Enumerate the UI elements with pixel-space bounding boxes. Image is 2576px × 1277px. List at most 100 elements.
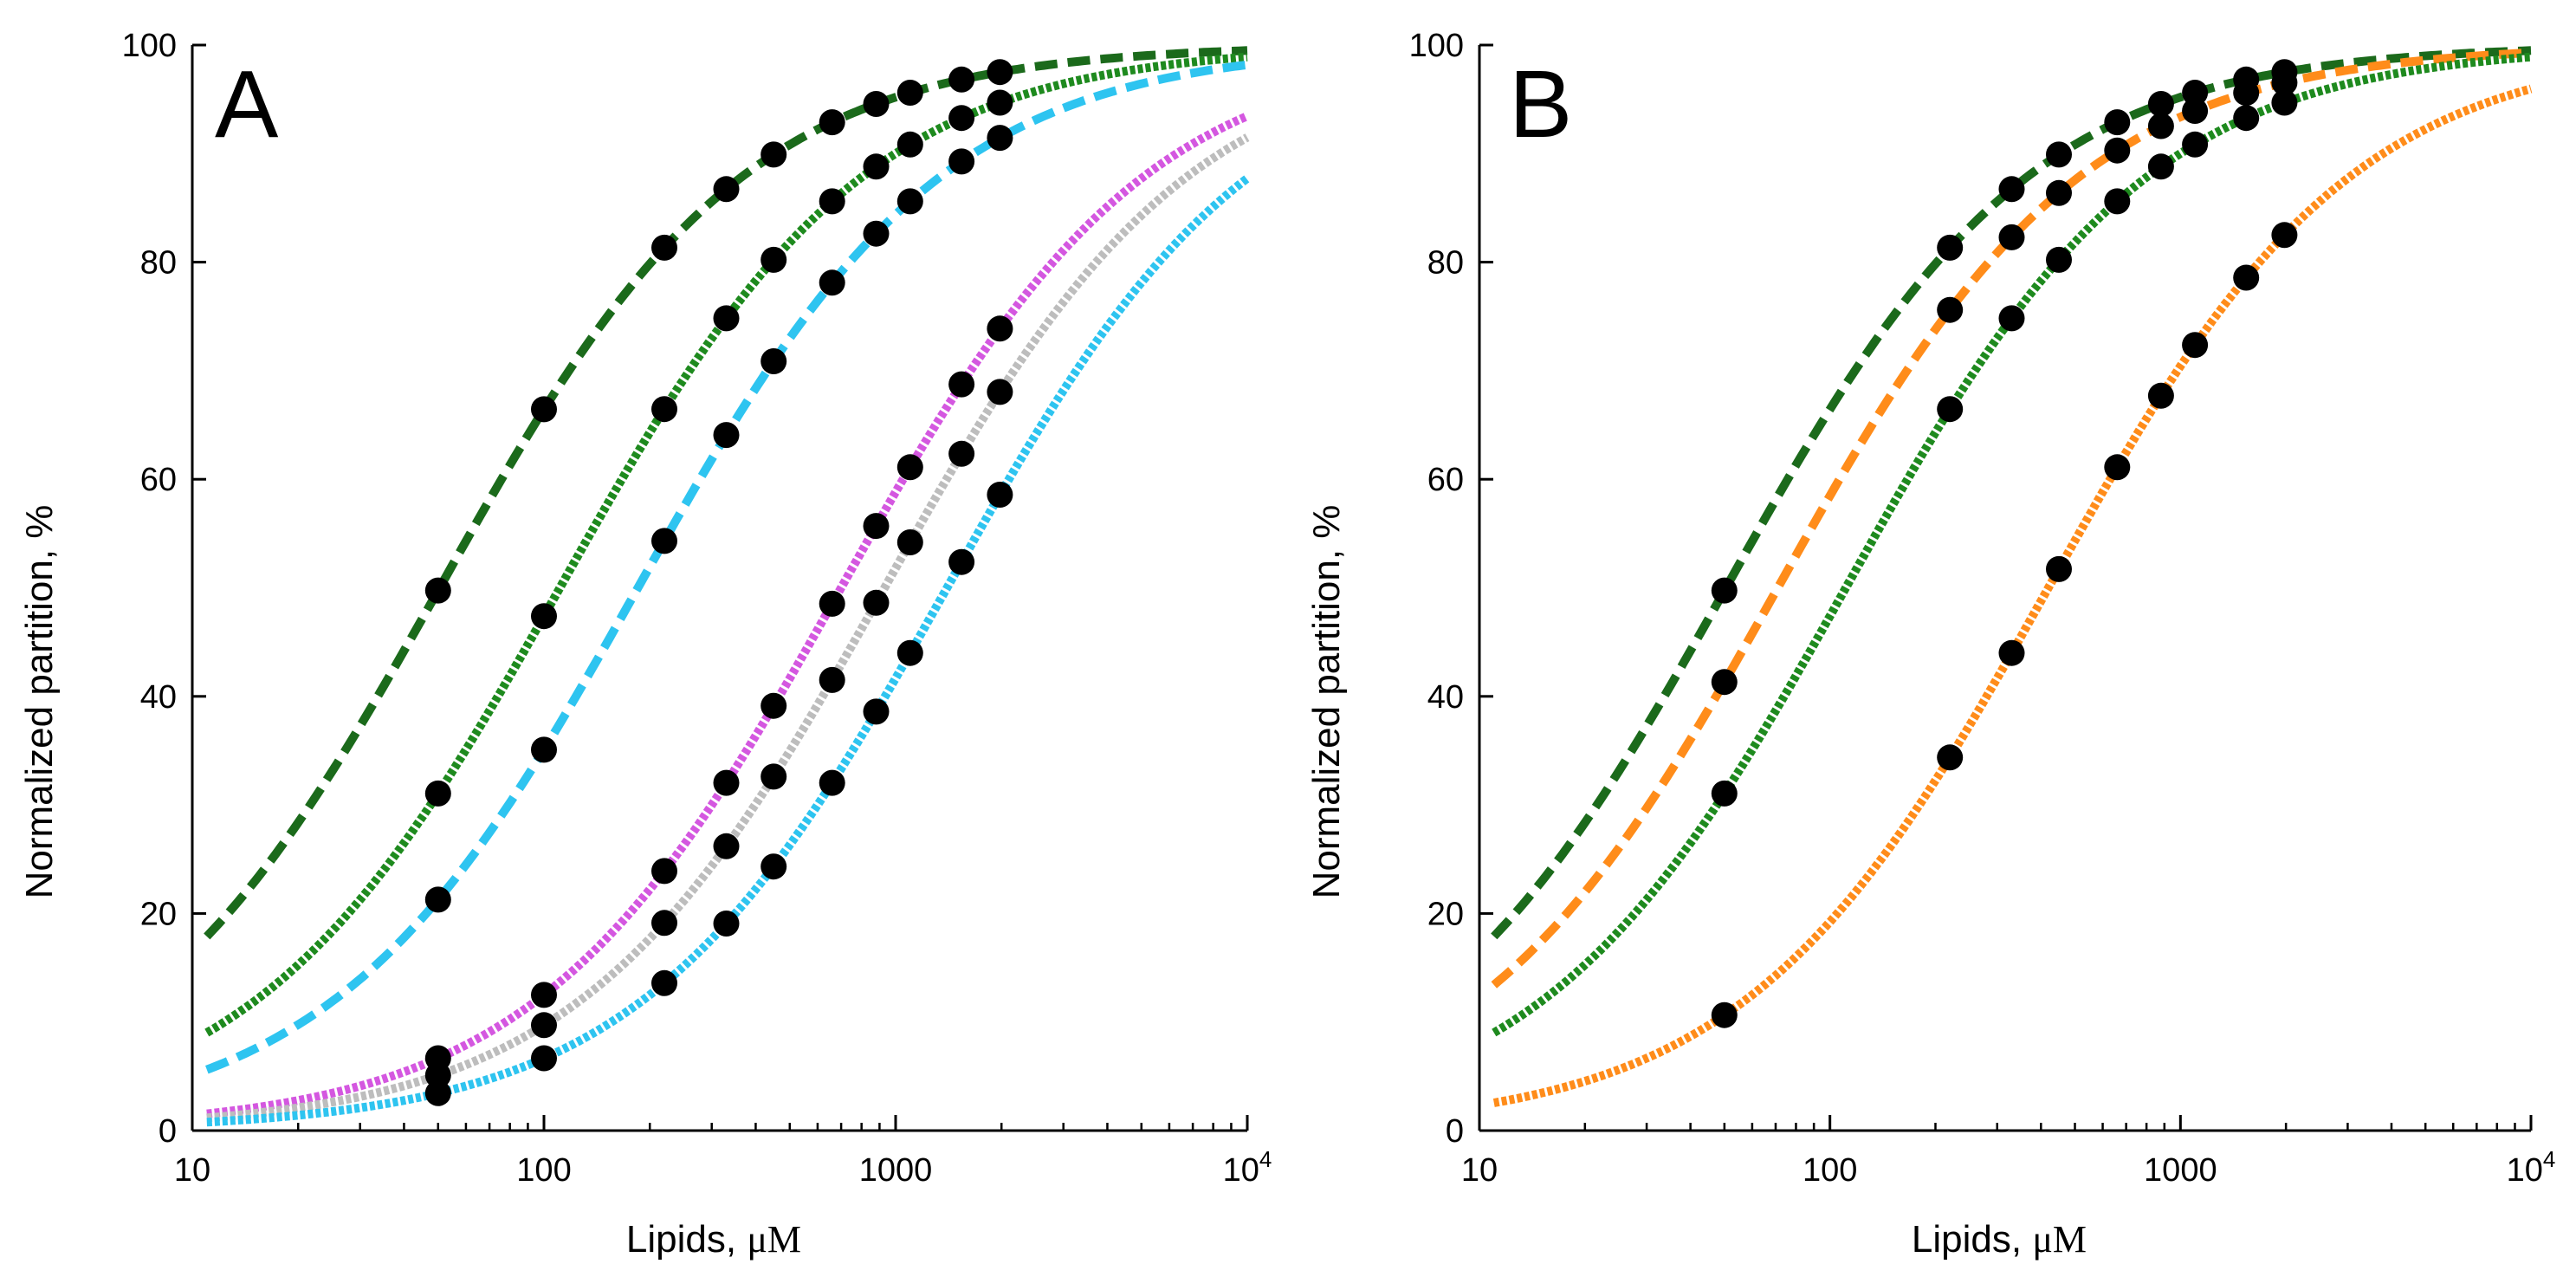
data-point — [713, 769, 740, 796]
data-point — [987, 315, 1013, 342]
data-point — [987, 59, 1013, 86]
x-tick-label-base: 10 — [1461, 1152, 1498, 1189]
y-tick-label: 0 — [1446, 1113, 1464, 1150]
data-point — [1711, 669, 1738, 696]
data-point — [1998, 224, 2025, 250]
data-point — [948, 148, 975, 175]
data-point — [1711, 577, 1738, 604]
data-point — [1937, 744, 1964, 771]
y-axis-title: Normalized partition, % — [1305, 505, 1348, 899]
data-point — [863, 698, 890, 725]
data-point — [761, 853, 787, 880]
x-axis-title-unit: μM — [2032, 1218, 2087, 1261]
data-point — [863, 589, 890, 616]
data-point — [651, 234, 677, 261]
data-point — [2182, 131, 2209, 158]
data-point — [651, 969, 677, 996]
x-tick-label: 10 — [1461, 1152, 1498, 1189]
data-point — [2271, 69, 2298, 96]
data-point — [896, 529, 923, 555]
data-point — [863, 91, 890, 117]
series-line — [206, 174, 1251, 1127]
data-point — [531, 736, 557, 763]
data-point — [2182, 80, 2209, 106]
series-line — [1492, 84, 2533, 1107]
series-line — [206, 133, 1250, 1123]
data-point — [713, 833, 740, 859]
data-point — [424, 886, 451, 913]
data-point — [819, 590, 845, 617]
y-tick-label: 40 — [140, 679, 177, 716]
x-axis-title: Lipids, μM — [1912, 1218, 2087, 1261]
data-point — [896, 639, 923, 666]
y-axis-title: Normalized partition, % — [18, 505, 61, 899]
data-point — [896, 131, 923, 158]
data-point — [1711, 780, 1738, 807]
x-tick-label-base: 10 — [2507, 1152, 2543, 1189]
data-point — [819, 769, 845, 796]
data-point — [2182, 332, 2209, 359]
data-point — [2104, 188, 2131, 215]
data-point — [531, 982, 557, 1008]
data-point — [1937, 396, 1964, 423]
data-point — [713, 911, 740, 937]
data-point — [2233, 264, 2260, 291]
y-tick-label: 80 — [140, 245, 177, 282]
data-point — [531, 1045, 557, 1072]
x-tick-label-base: 1000 — [859, 1152, 933, 1189]
series-line — [204, 46, 1248, 940]
y-tick-label: 0 — [159, 1113, 177, 1150]
data-point — [987, 125, 1013, 152]
panel-b: B Normalized partition, % Lipids, μM 0 20… — [1305, 28, 2555, 1261]
x-axis-title-prefix: Lipids, — [626, 1218, 747, 1261]
data-point — [987, 482, 1013, 508]
data-point — [987, 89, 1013, 116]
data-point — [2104, 109, 2131, 136]
data-point — [2271, 222, 2298, 249]
series-line — [206, 112, 1250, 1118]
data-point — [424, 577, 451, 604]
data-point — [424, 1079, 451, 1106]
x-tick-label: 100 — [1803, 1152, 1857, 1189]
data-point — [424, 1062, 451, 1089]
data-point — [948, 440, 975, 467]
data-point — [761, 141, 787, 168]
x-tick-label-base: 100 — [516, 1152, 571, 1189]
data-point — [863, 513, 890, 540]
y-tick-label: 100 — [1409, 28, 1464, 64]
data-point — [948, 105, 975, 132]
panel-a: A Normalized partition, % Lipids, μM 0 20… — [18, 28, 1272, 1261]
y-tick-label: 60 — [140, 462, 177, 498]
data-point — [761, 763, 787, 790]
y-tick-label: 20 — [1427, 896, 1464, 932]
x-tick-label-base: 1000 — [2144, 1152, 2217, 1189]
data-point — [2233, 105, 2260, 132]
data-point — [896, 188, 923, 215]
series-line — [1491, 48, 2532, 989]
y-tick-label: 20 — [140, 896, 177, 932]
data-point — [2046, 246, 2072, 273]
x-tick-label: 104 — [1223, 1146, 1272, 1189]
data-point — [987, 379, 1013, 405]
data-point — [2046, 179, 2072, 206]
data-point — [896, 454, 923, 481]
x-axis-title-prefix: Lipids, — [1912, 1218, 2032, 1261]
series-line — [1492, 52, 2532, 1037]
data-point — [948, 548, 975, 575]
data-point — [863, 220, 890, 247]
data-point — [2046, 141, 2072, 168]
data-point — [2147, 153, 2174, 180]
x-axis-title-unit: μM — [747, 1218, 801, 1261]
data-point — [531, 396, 557, 423]
data-point — [819, 666, 845, 693]
data-point — [2271, 89, 2298, 116]
data-point — [1998, 176, 2025, 203]
data-point — [651, 528, 677, 554]
data-point — [713, 305, 740, 332]
data-point — [2233, 80, 2260, 107]
series-line — [1491, 46, 2532, 940]
data-point — [651, 910, 677, 937]
data-point — [531, 603, 557, 630]
